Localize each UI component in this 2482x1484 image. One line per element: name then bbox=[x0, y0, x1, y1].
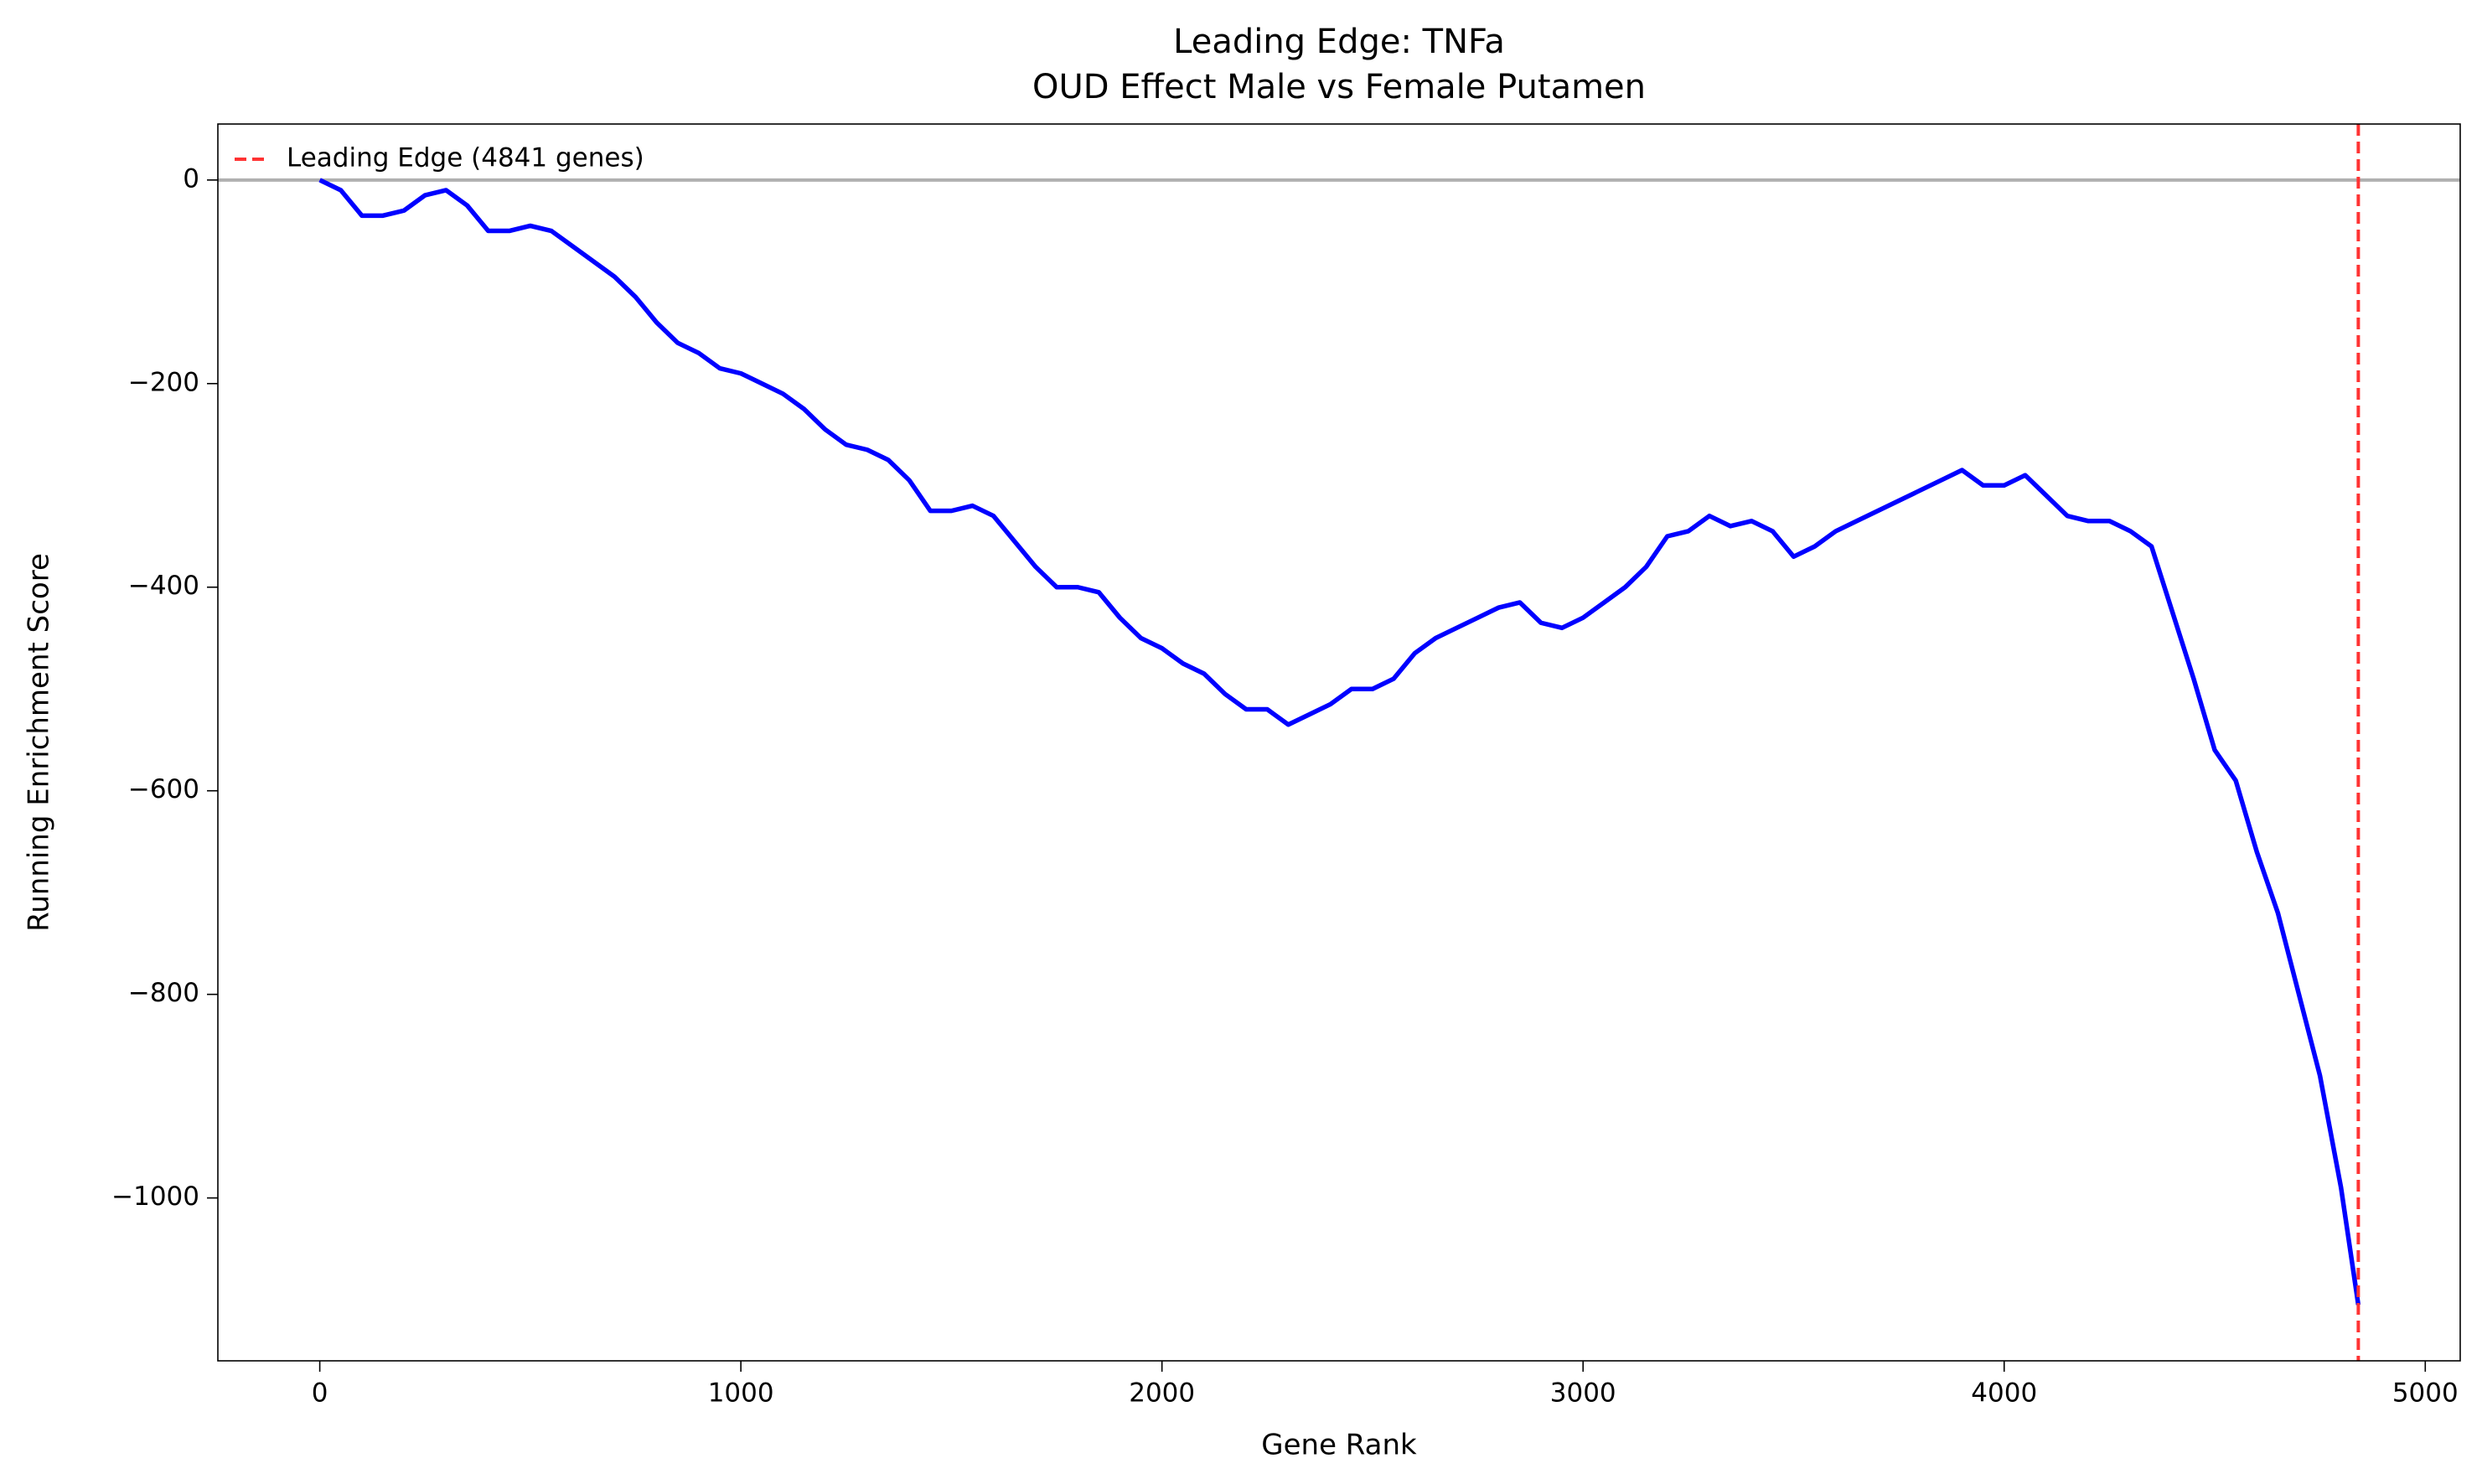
y-tick-label: −200 bbox=[128, 367, 199, 397]
y-tick-label: −800 bbox=[128, 978, 199, 1008]
data-line bbox=[318, 178, 2361, 1306]
chart-title: Leading Edge: TNFa bbox=[1173, 23, 1505, 61]
legend-label: Leading Edge (4841 genes) bbox=[287, 143, 644, 173]
y-axis-label: Running Enrichment Score bbox=[23, 553, 56, 932]
x-axis-label: Gene Rank bbox=[1261, 1429, 1417, 1462]
y-tick-label: 0 bbox=[183, 163, 199, 194]
x-tick-label: 1000 bbox=[708, 1378, 774, 1409]
y-tick-label: −600 bbox=[128, 774, 199, 804]
chart-subtitle: OUD Effect Male vs Female Putamen bbox=[1032, 68, 1646, 106]
x-tick-label: 3000 bbox=[1550, 1378, 1616, 1409]
x-tick-label: 5000 bbox=[2392, 1378, 2459, 1409]
x-tick-label: 0 bbox=[312, 1378, 328, 1409]
plot-frame bbox=[217, 123, 2461, 1362]
y-tick-label: −1000 bbox=[111, 1182, 199, 1212]
x-tick-label: 4000 bbox=[1971, 1378, 2037, 1409]
y-tick-label: −400 bbox=[128, 571, 199, 601]
x-tick-label: 2000 bbox=[1129, 1378, 1195, 1409]
